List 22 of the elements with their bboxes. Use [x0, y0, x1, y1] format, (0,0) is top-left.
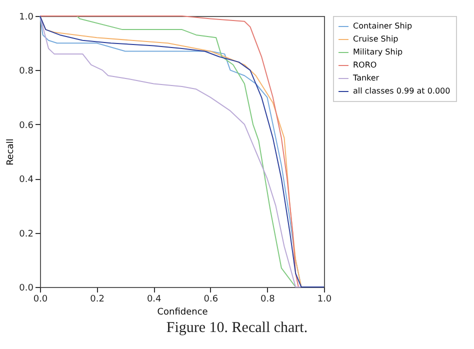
y-tick-label: 0.6: [19, 120, 34, 131]
x-tick-label: 0.0: [33, 294, 48, 304]
legend-label: Container Ship: [353, 22, 412, 30]
y-tick-label: 0.0: [19, 284, 34, 294]
legend-label: RORO: [353, 60, 377, 70]
legend-label: Cruise Ship: [353, 34, 398, 44]
x-axis-title: Confidence: [157, 308, 208, 318]
x-tick-label: 1.0: [317, 294, 332, 304]
x-tick-label: 0.4: [146, 294, 162, 304]
legend-label: Tanker: [352, 74, 380, 82]
line-series: [40, 16, 324, 288]
caption: Figure 10. Recall chart.: [165, 320, 309, 337]
y-tick-label: 0.8: [19, 66, 34, 77]
x-tick-label: 0.2: [90, 294, 104, 304]
y-tick-label: 0.2: [19, 229, 34, 240]
x-tick-label: 0.6: [204, 294, 218, 304]
y-tick-label: 1.0: [19, 12, 34, 22]
legend-label: Military Ship: [353, 48, 403, 56]
legend-label: all classes 0.99 at 0.000: [353, 86, 450, 96]
x-tick-label: 0.8: [260, 294, 276, 304]
y-axis-title: Recall: [6, 138, 16, 166]
y-tick-label: 0.4: [19, 175, 34, 186]
